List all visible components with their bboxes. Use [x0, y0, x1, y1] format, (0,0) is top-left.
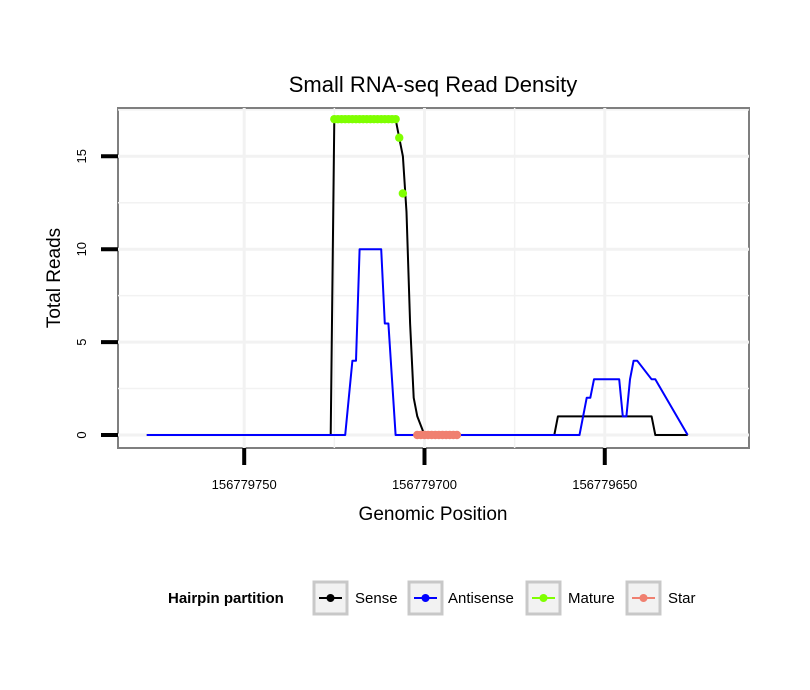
chart-title: Small RNA-seq Read Density [289, 72, 578, 97]
legend-item-sense: Sense [312, 580, 398, 616]
x-tick-label: 156779750 [212, 477, 277, 492]
y-tick-label: 5 [74, 338, 89, 345]
antisense-series-line [146, 248, 689, 436]
y-tick-label: 10 [74, 242, 89, 256]
legend-item-antisense: Antisense [407, 580, 514, 616]
x-axis-title: Genomic Position [359, 504, 508, 525]
series-points [330, 114, 462, 440]
legend-label: Star [668, 590, 696, 607]
legend-item-star: Star [625, 580, 696, 616]
mature-point [395, 133, 404, 142]
x-tick-label: 156779650 [572, 477, 637, 492]
y-tick-label: 15 [74, 149, 89, 163]
legend-label: Antisense [448, 590, 514, 607]
legend-key-point [539, 594, 548, 602]
legend-key-point [639, 594, 648, 602]
star-point [452, 430, 462, 440]
y-tick-label: 0 [74, 431, 89, 438]
mature-point [398, 189, 408, 198]
legend-key-point [326, 594, 335, 602]
legend-item-mature: Mature [525, 580, 615, 616]
legend-label: Mature [568, 590, 615, 607]
legend-key-point [421, 594, 430, 602]
legend-label: Sense [355, 590, 398, 607]
y-axis-title: Total Reads [44, 228, 65, 328]
plot-panel [117, 107, 750, 449]
axes: 156779750 156779700 156779650 0 5 10 15 [74, 149, 637, 492]
mature-point [391, 114, 400, 124]
legend-title: Hairpin partition [168, 590, 284, 607]
x-tick-label: 156779700 [392, 477, 457, 492]
legend: Hairpin partition Sense Antisense Mature St… [168, 580, 696, 616]
